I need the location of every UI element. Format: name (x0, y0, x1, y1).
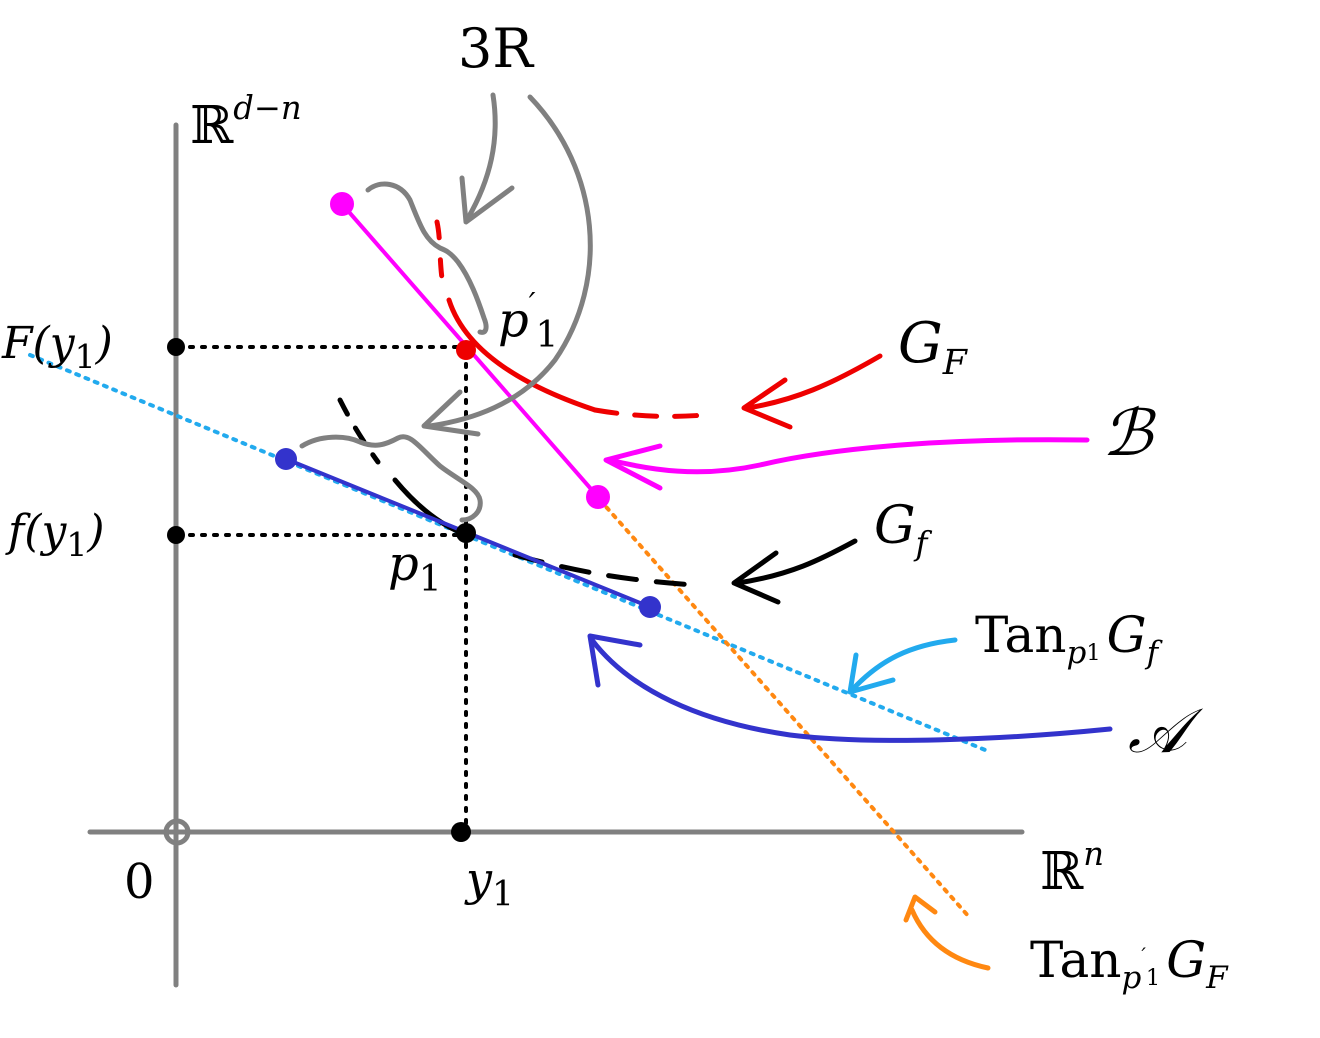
label-p1-prime: p′1 (498, 290, 558, 354)
graph-Gf-curve-dashed-top (337, 397, 381, 465)
label-R-n-base: ℝ (1040, 842, 1084, 903)
arrow-3R-upper (465, 92, 498, 221)
arrow-tan-Gf (849, 637, 958, 693)
label-GF-base: G (898, 311, 943, 376)
graph-GF-curve-dashed-tail (592, 407, 708, 419)
label-p1-prime-base: p (498, 292, 529, 349)
label-origin-text: 0 (124, 854, 155, 910)
label-y1-base: y (466, 852, 492, 906)
arrow-Gf (735, 538, 858, 586)
label-A: 𝒜 (1128, 700, 1187, 762)
point-y1 (451, 822, 471, 842)
label-F-y1-text: F(y (2, 318, 75, 369)
label-tan-GF-sub-prime: ′ (1141, 943, 1146, 967)
label-tan-GF-sub-p: p (1121, 959, 1142, 996)
label-f-y1-sub: 1 (66, 524, 88, 564)
arrow-GF-head (741, 377, 793, 430)
label-f-y1: f(y1) (8, 510, 104, 561)
label-F-y1-close: ) (95, 318, 113, 369)
origin-marker (163, 818, 191, 846)
point-f-y1 (167, 526, 185, 544)
label-y1: y1 (466, 856, 514, 912)
label-tan-Gf: Tanp1 Gf (975, 610, 1158, 669)
label-tan-Gf-sub-1: 1 (1086, 639, 1101, 666)
graph-GF-curve-dashed-top (434, 219, 446, 288)
label-p1-sub: 1 (418, 558, 442, 600)
label-tan-GF-sub-1: 1 (1145, 964, 1161, 991)
arrow-GF (745, 353, 883, 411)
graph-Gf-curve-dashed-tail (512, 552, 698, 588)
arrow-A (589, 637, 1113, 743)
label-Gf-base: G (874, 496, 916, 556)
arrow-3R-lower (427, 94, 593, 429)
point-p1-prime (456, 340, 476, 360)
label-R-n: ℝn (1040, 838, 1104, 898)
brace-bottom (299, 434, 483, 523)
label-3R: 3R (458, 22, 533, 76)
label-B-text: ℬ (1102, 397, 1153, 471)
brace-top (365, 181, 489, 335)
label-tan-GF-G: G (1166, 931, 1207, 989)
segment-A-endpoint-left (275, 448, 297, 470)
arrow-B-head (603, 443, 663, 491)
label-3R-text: 3R (458, 17, 534, 80)
segment-B-endpoint-bottom (586, 485, 610, 509)
label-F-y1: F(y1) (2, 322, 113, 373)
label-f-y1-close: ) (87, 506, 105, 557)
label-f-y1-text: f(y (8, 506, 67, 557)
label-p1-base: p (388, 536, 419, 592)
arrow-3R-lower-head (421, 389, 481, 437)
tangent-f-line (28, 353, 992, 754)
label-R-d-n-sup: d−n (233, 89, 302, 127)
label-GF: GF (898, 316, 967, 381)
label-F-y1-sub: 1 (74, 336, 96, 376)
label-y1-sub: 1 (492, 874, 514, 915)
label-tan-Gf-sub-p: p (1066, 634, 1087, 671)
label-R-d-n-base: ℝ (190, 96, 234, 157)
arrow-Gf-head (731, 550, 781, 605)
label-tan-Gf-base: Tan (975, 606, 1067, 664)
label-tan-GF-Gsub: F (1206, 959, 1228, 996)
label-Gf-sub: f (915, 524, 928, 563)
arrow-B (607, 437, 1090, 475)
label-A-text: 𝒜 (1128, 694, 1187, 767)
label-p1-prime-mark: ′ (528, 287, 536, 322)
label-Gf: Gf (874, 500, 927, 560)
graph-GF-curve (446, 297, 598, 413)
segment-A-endpoint-right (639, 596, 661, 618)
point-F-y1 (167, 338, 185, 356)
arrow-A-head (587, 633, 643, 688)
label-origin: 0 (124, 858, 155, 906)
label-tan-GF-base: Tan (1030, 931, 1122, 989)
label-R-d-n: ℝd−n (190, 92, 302, 152)
label-B: ℬ (1102, 402, 1152, 466)
arrow-tan-GF (909, 907, 991, 971)
tangent-F-line (598, 498, 972, 920)
segment-B-endpoint-top (330, 192, 354, 216)
label-tan-GF: Tanp′1 GF (1030, 935, 1228, 994)
label-p1-prime-sub: 1 (535, 315, 559, 357)
label-tan-Gf-G: G (1106, 606, 1147, 664)
label-tan-Gf-Gsub: f (1146, 634, 1159, 671)
label-GF-sub: F (942, 343, 967, 384)
arrow-3R-upper-head (459, 175, 515, 225)
label-R-n-sup: n (1083, 835, 1104, 873)
label-p1: p1 (388, 540, 442, 598)
arrow-tan-GF-head (903, 894, 938, 923)
arrow-tan-Gf-head (847, 652, 896, 695)
point-p1 (456, 523, 476, 543)
